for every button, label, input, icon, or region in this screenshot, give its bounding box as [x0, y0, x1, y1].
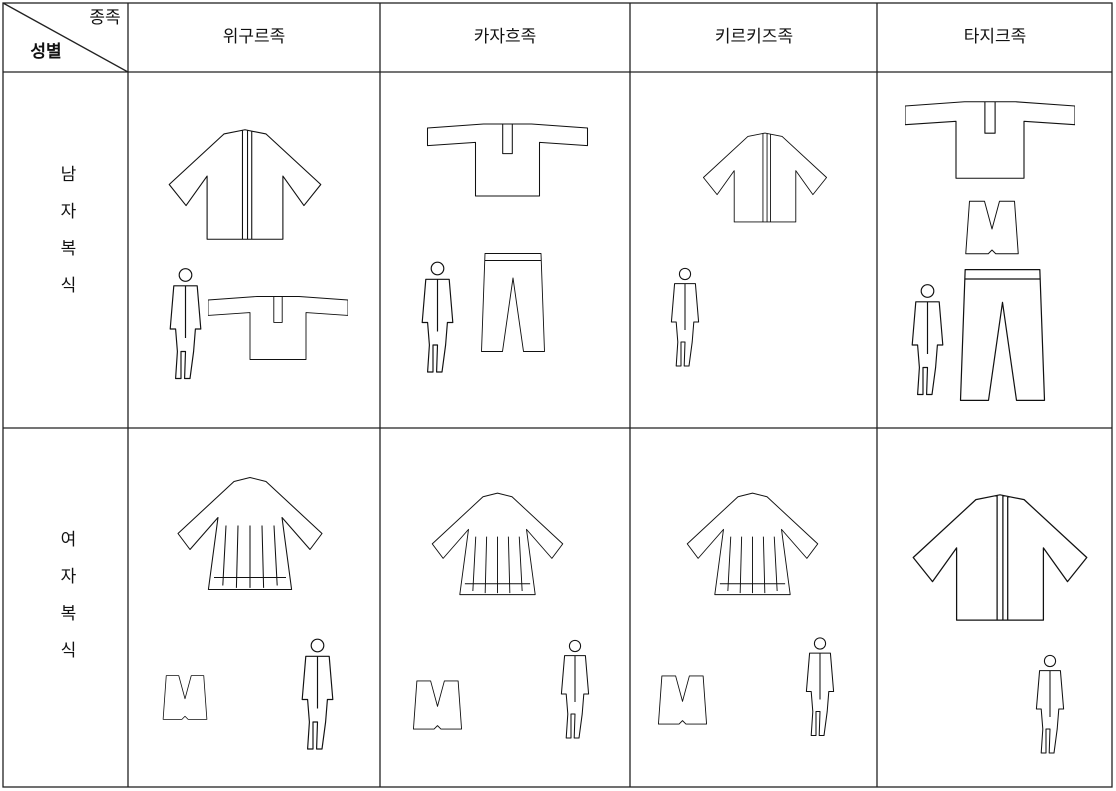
dress-illustration	[686, 492, 819, 596]
vest-illustration	[412, 680, 463, 730]
dress-illustration	[177, 476, 323, 591]
figure-illustration	[169, 268, 202, 380]
column-header: 카자흐족	[474, 27, 537, 47]
figure-illustration	[670, 267, 700, 367]
figure-illustration	[1035, 654, 1065, 754]
corner-top: 종족	[89, 8, 120, 28]
figure-illustration	[301, 638, 334, 750]
dress-illustration	[431, 492, 564, 596]
shirt-illustration	[426, 123, 589, 197]
column-header: 타지크족	[964, 27, 1027, 47]
coat-illustration	[912, 494, 1088, 621]
pants-illustration	[959, 268, 1046, 402]
column-header: 위구르족	[223, 27, 286, 47]
column-header: 키르키즈족	[715, 27, 793, 47]
corner-diagonal	[2, 2, 129, 73]
coat-illustration	[702, 132, 828, 223]
vest-illustration	[965, 200, 1019, 255]
figure-illustration	[805, 637, 835, 737]
row-label: 남자복식	[56, 165, 76, 313]
vest-illustration	[657, 675, 708, 725]
figure-illustration	[560, 639, 590, 739]
vest-illustration	[162, 675, 208, 720]
shirt-illustration	[208, 295, 348, 361]
pants-illustration	[480, 252, 546, 353]
figure-illustration	[911, 284, 944, 396]
shirt-illustration	[905, 101, 1075, 179]
coat-illustration	[168, 129, 322, 240]
figure-illustration	[421, 261, 454, 373]
corner-bottom: 성별	[30, 42, 61, 62]
row-label: 여자복식	[56, 530, 76, 678]
